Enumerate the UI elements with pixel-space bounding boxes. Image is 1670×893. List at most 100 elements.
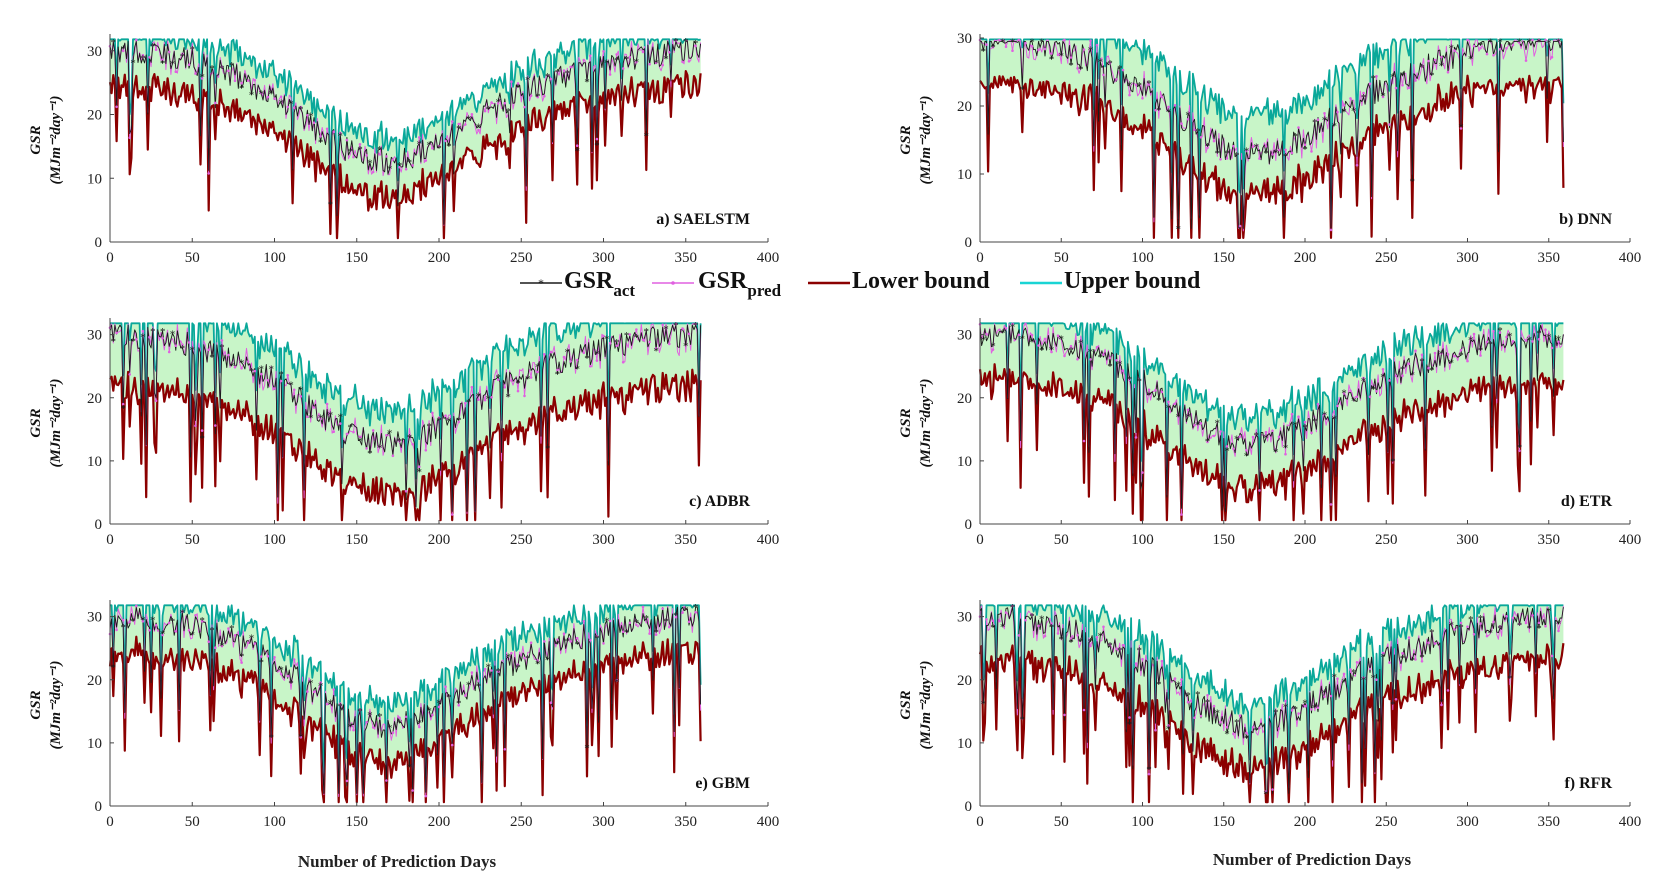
- y-tick-label: 10: [87, 171, 102, 187]
- gsr-pred-point: [602, 642, 605, 645]
- gsr-pred-point: [595, 359, 599, 362]
- gsr-act-point: *: [604, 615, 610, 627]
- x-tick-label: 100: [263, 532, 286, 548]
- gsr-pred-point: [1453, 49, 1456, 52]
- gsr-pred-point: [227, 627, 230, 630]
- upper-bound-line: [980, 38, 1565, 196]
- gsr-pred-point: [1505, 47, 1508, 50]
- gsr-pred-point: [1355, 661, 1359, 664]
- gsr-pred-point: [1284, 148, 1287, 152]
- gsr-pred-point: [457, 420, 461, 424]
- gsr-pred-point: [1290, 151, 1294, 155]
- gsr-act-point: *: [1068, 637, 1074, 649]
- gsr-pred-point: [1264, 430, 1268, 434]
- gsr-act-point: *: [476, 681, 482, 693]
- gsr-pred-point: [345, 432, 349, 436]
- x-tick-label: 0: [106, 814, 114, 830]
- gsr-pred-point: [1225, 157, 1229, 160]
- gsr-pred-point: [464, 401, 467, 405]
- x-tick-label: 250: [1375, 250, 1398, 266]
- gsr-pred-point: [121, 49, 125, 53]
- legend-pred-marker: [671, 281, 675, 285]
- gsr-act-point: *: [328, 199, 334, 211]
- gsr-pred-point: [621, 630, 625, 633]
- gsr-act-point: *: [1293, 131, 1299, 143]
- legend-lower-label: Lower bound: [852, 268, 990, 294]
- gsr-pred-point: [371, 170, 375, 174]
- gsr-pred-point: [562, 355, 566, 359]
- gsr-pred-point: [1199, 714, 1203, 718]
- gsr-act-point: *: [436, 698, 442, 710]
- gsr-pred-point: [1459, 348, 1463, 352]
- y-tick-label: 30: [87, 610, 102, 626]
- gsr-act-point: *: [1478, 613, 1484, 625]
- gsr-pred-point: [339, 422, 342, 425]
- gsr-pred-point: [1414, 349, 1417, 353]
- gsr-act-point: *: [1497, 623, 1503, 635]
- gsr-pred-point: [648, 340, 651, 344]
- gsr-pred-point: [444, 414, 447, 418]
- gsr-pred-point: [1453, 628, 1456, 631]
- gsr-pred-point: [1180, 513, 1183, 516]
- gsr-act-point: *: [584, 77, 590, 89]
- gsr-pred-point: [1362, 91, 1365, 95]
- gsr-act-point: *: [535, 659, 541, 671]
- gsr-act-point: *: [990, 42, 996, 54]
- x-tick-label: 250: [1375, 814, 1398, 830]
- x-tick-label: 100: [263, 250, 286, 266]
- gsr-pred-point: [569, 65, 572, 69]
- gsr-pred-point: [1004, 611, 1008, 614]
- gsr-pred-point: [483, 667, 487, 671]
- gsr-act-point: *: [1078, 64, 1084, 76]
- gsr-pred-point: [1076, 358, 1079, 361]
- gsr-act-point: *: [1254, 725, 1260, 737]
- gsr-act-point: *: [1137, 376, 1143, 388]
- gsr-pred-point: [635, 60, 638, 64]
- gsr-pred-point: [450, 120, 454, 123]
- gsr-pred-point: [1427, 59, 1430, 63]
- gsr-act-point: *: [644, 613, 650, 625]
- gsr-act-point: *: [1166, 403, 1172, 415]
- gsr-act-point: *: [1078, 636, 1084, 648]
- gsr-act-line: [109, 324, 702, 512]
- gsr-act-point: *: [1507, 673, 1513, 685]
- x-tick-label: 250: [510, 532, 533, 548]
- gsr-act-point: *: [239, 83, 245, 95]
- upper-bound-line: [980, 322, 1564, 484]
- gsr-act-point: *: [614, 677, 620, 689]
- gsr-act-point: *: [298, 385, 304, 397]
- gsr-pred-point: [681, 60, 684, 64]
- x-tick-label: 100: [1131, 814, 1154, 830]
- gsr-pred-point: [431, 411, 434, 415]
- gsr-act-point: *: [328, 698, 334, 710]
- gsr-pred-point: [174, 70, 178, 73]
- gsr-act-point: *: [644, 326, 650, 338]
- gsr-act-point: *: [130, 336, 136, 348]
- gsr-pred-point: [1479, 622, 1482, 625]
- gsr-act-point: *: [1156, 105, 1162, 117]
- gsr-act-point: *: [426, 421, 432, 433]
- panel-gbm: *** * ***************** ** *** * ** ***** *** ** *…: [28, 600, 779, 830]
- gsr-act-point: *: [387, 164, 393, 176]
- gsr-act-point: *: [229, 60, 235, 72]
- gsr-pred-point: [220, 65, 224, 69]
- x-tick-label: 350: [675, 532, 698, 548]
- gsr-pred-point: [1550, 346, 1554, 350]
- gsr-act-point: *: [259, 364, 265, 376]
- gsr-pred-point: [200, 429, 204, 432]
- gsr-pred-point: [1186, 118, 1190, 121]
- gsr-act-point: *: [1234, 150, 1240, 162]
- gsr-act-point: *: [1488, 339, 1494, 351]
- gsr-act-point: *: [417, 718, 423, 730]
- gsr-pred-point: [273, 97, 276, 100]
- y-tick-label: 10: [957, 454, 972, 470]
- gsr-pred-point: [615, 678, 618, 682]
- gsr-act-point: *: [476, 121, 482, 133]
- gsr-act-point: *: [1068, 345, 1074, 357]
- gsr-pred-point: [1160, 390, 1164, 394]
- gsr-pred-point: [589, 639, 592, 642]
- gsr-pred-point: [187, 341, 191, 344]
- gsr-act-point: *: [693, 38, 699, 50]
- gsr-pred-point: [424, 159, 428, 162]
- x-tick-label: 300: [592, 250, 615, 266]
